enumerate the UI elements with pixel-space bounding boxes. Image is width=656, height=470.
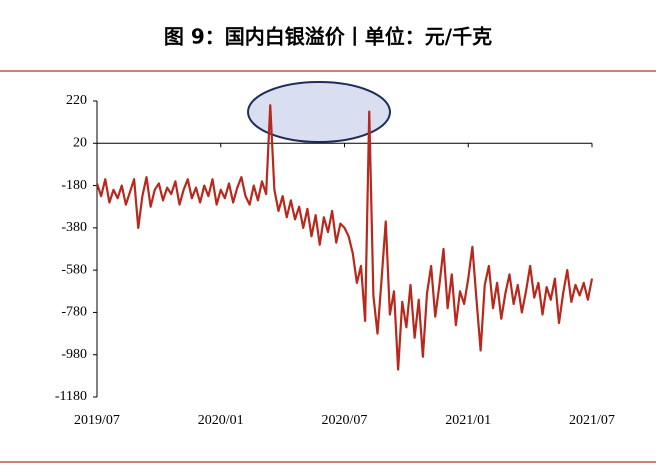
chart-title: 图 9：国内白银溢价丨单位：元/千克 [164,25,492,49]
highlight-ellipse [247,81,391,143]
y-tick-label: 20 [73,136,87,151]
y-tick-label: -780 [61,305,87,320]
x-tick-label: 2020/07 [322,413,368,428]
x-tick-label: 2020/01 [198,413,244,428]
x-tick-label: 2021/01 [445,413,491,428]
data-line [95,104,594,371]
y-tick-label: -980 [61,347,87,362]
x-tick-label: 2021/07 [569,413,615,428]
y-tick-label: -180 [61,178,87,193]
y-tick-label: -580 [61,262,87,277]
y-tick-label: 220 [66,93,87,108]
y-tick-label: -380 [61,220,87,235]
x-tick-label: 2019/07 [74,413,120,428]
y-tick-label: -1180 [55,389,87,404]
